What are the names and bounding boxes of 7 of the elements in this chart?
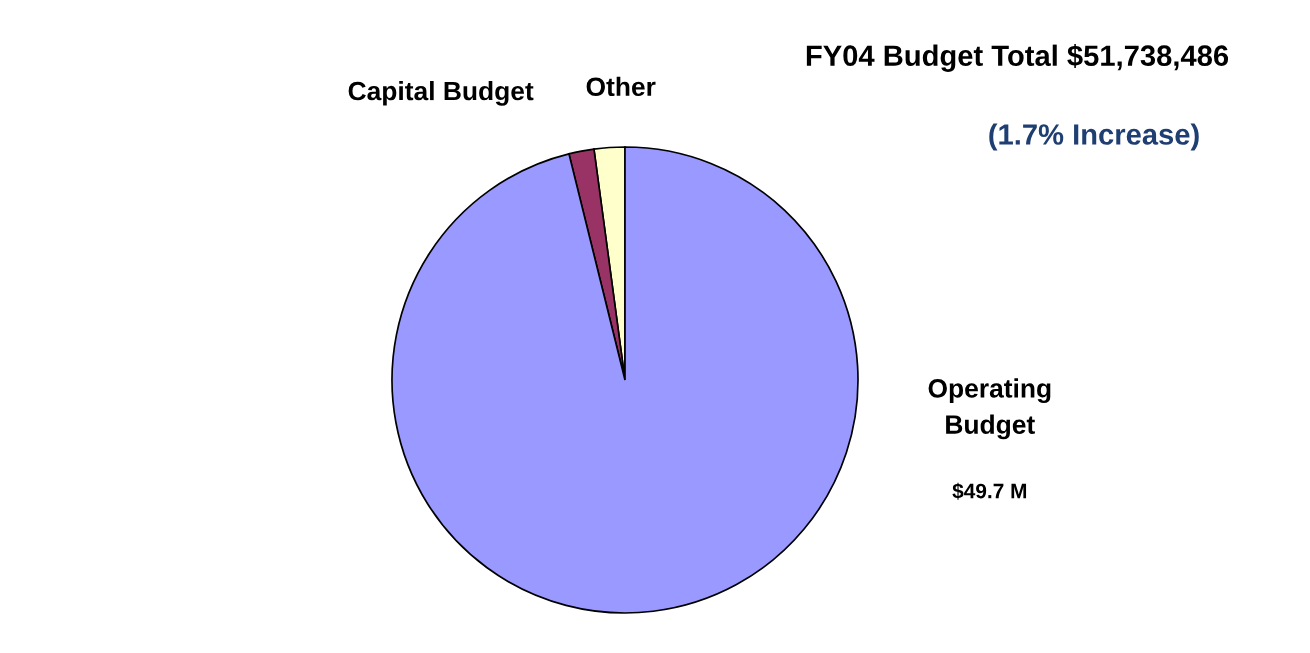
slice-label: Operating Budget xyxy=(928,378,1051,440)
chart-title: FY04 Budget Total $51,738,486 xyxy=(806,44,1229,72)
text: (1.7% Increase) xyxy=(989,123,1199,151)
pie-slice xyxy=(391,146,859,614)
data-label: $49.7 M xyxy=(952,482,1027,500)
slice-label: Other xyxy=(586,76,656,97)
slice-label: Capital Budget xyxy=(348,80,534,106)
